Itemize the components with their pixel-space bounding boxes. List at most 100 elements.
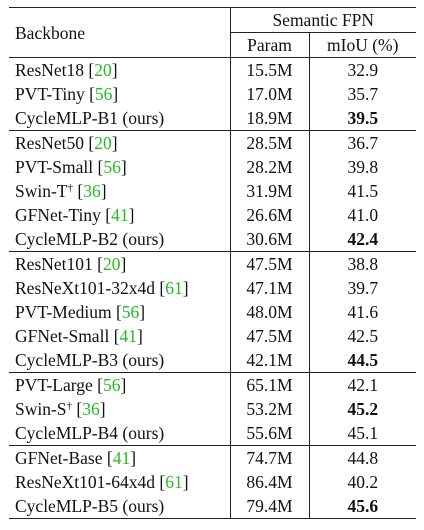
param-cell: 28.2M <box>230 155 310 179</box>
citation-link[interactable]: 56 <box>94 84 113 104</box>
param-cell: 79.4M <box>230 494 310 519</box>
results-table: Backbone Semantic FPN Param mIoU (%) Res… <box>9 7 416 519</box>
param-cell: 65.1M <box>230 372 310 397</box>
param-header: Param <box>230 32 310 58</box>
miou-cell: 32.9 <box>309 57 416 82</box>
miou-cell: 39.8 <box>347 157 379 177</box>
table-row: ResNet18 [20] 15.5M 32.9 <box>9 57 416 82</box>
table-header: Backbone Semantic FPN Param mIoU (%) <box>9 7 416 58</box>
table-row: ResNet101 [20] 47.5M 38.8 <box>9 251 416 276</box>
table-row: CycleMLP-B4 (ours) 55.6M 45.1 <box>9 421 416 446</box>
table-row: PVT-Small [56] 28.2M 39.8 <box>9 155 416 179</box>
backbone-name: GFNet-Small <box>15 326 110 346</box>
citation-link[interactable]: 56 <box>102 375 121 395</box>
param-cell: 55.6M <box>230 421 310 446</box>
param-cell: 17.0M <box>230 82 310 106</box>
miou-cell: 41.0 <box>347 205 379 225</box>
miou-header: mIoU (%) <box>309 32 416 58</box>
param-cell: 18.9M <box>230 106 310 131</box>
table-row: CycleMLP-B5 (ours) 79.4M 45.6 <box>9 494 416 519</box>
miou-cell: 40.2 <box>347 472 379 492</box>
backbone-name: CycleMLP-B3 (ours) <box>15 350 165 370</box>
param-cell: 53.2M <box>230 397 310 421</box>
table-row: PVT-Medium [56] 48.0M 41.6 <box>9 300 416 324</box>
backbone-name: Swin-T <box>15 181 68 201</box>
citation-link[interactable]: 41 <box>111 205 129 225</box>
table-row: CycleMLP-B3 (ours) 42.1M 44.5 <box>9 348 416 373</box>
backbone-name: PVT-Tiny <box>15 84 85 104</box>
miou-cell: 41.6 <box>347 302 379 322</box>
param-cell: 47.1M <box>230 276 310 300</box>
backbone-cell: ResNet18 [20] <box>9 57 231 82</box>
citation-link[interactable]: 41 <box>119 326 138 346</box>
backbone-cell: Swin-S† [36] <box>9 397 231 421</box>
citation-link[interactable]: 61 <box>165 278 183 298</box>
dagger-mark: † <box>67 182 74 194</box>
table-row: Swin-T† [36] 31.9M 41.5 <box>9 179 416 203</box>
backbone-name: CycleMLP-B2 (ours) <box>15 229 165 249</box>
citation-link[interactable]: 36 <box>83 181 101 201</box>
miou-cell: 42.5 <box>347 326 379 346</box>
param-cell: 47.5M <box>230 324 310 348</box>
backbone-name: PVT-Large <box>15 375 93 395</box>
semantic-fpn-header: Semantic FPN <box>230 7 416 33</box>
backbone-cell: ResNet50 [20] <box>9 130 231 155</box>
miou-cell: 44.5 <box>347 350 379 370</box>
backbone-cell: CycleMLP-B3 (ours) <box>9 348 231 373</box>
backbone-name: ResNeXt101-64x4d <box>15 472 155 492</box>
citation-link[interactable]: 56 <box>103 157 121 177</box>
param-cell: 48.0M <box>230 300 310 324</box>
backbone-name: ResNet50 <box>15 133 85 153</box>
table-row: ResNeXt101-32x4d [61] 47.1M 39.7 <box>9 276 416 300</box>
miou-cell: 44.8 <box>309 445 416 470</box>
table-row: CycleMLP-B2 (ours) 30.6M 42.4 <box>9 227 416 252</box>
backbone-name: PVT-Small <box>15 157 94 177</box>
miou-cell: 45.6 <box>309 494 416 519</box>
backbone-name: ResNeXt101-32x4d <box>15 278 155 298</box>
backbone-cell: ResNeXt101-32x4d [61] <box>9 276 231 300</box>
param-cell: 74.7M <box>230 445 310 470</box>
backbone-cell: PVT-Large [56] <box>9 372 231 397</box>
param-cell: 42.1M <box>230 348 310 373</box>
backbone-cell: PVT-Small [56] <box>9 155 231 179</box>
miou-cell: 45.2 <box>347 399 379 419</box>
backbone-cell: GFNet-Tiny [41] <box>9 203 231 227</box>
miou-cell: 39.7 <box>347 278 379 298</box>
backbone-cell: GFNet-Base [41] <box>9 445 231 470</box>
table-body: ResNet18 [20] 15.5M 32.9 PVT-Tiny [56] 17.0M… <box>9 57 416 519</box>
citation-link[interactable]: 61 <box>165 472 183 492</box>
backbone-name: ResNet18 <box>15 60 85 80</box>
citation-link[interactable]: 56 <box>121 302 140 322</box>
miou-cell: 35.7 <box>347 84 379 104</box>
backbone-cell: CycleMLP-B5 (ours) <box>9 494 231 519</box>
citation-link[interactable]: 20 <box>94 60 112 80</box>
backbone-name: CycleMLP-B1 (ours) <box>15 108 165 128</box>
backbone-cell: GFNet-Small [41] <box>9 324 231 348</box>
miou-cell: 36.7 <box>309 130 416 155</box>
miou-cell: 45.1 <box>347 423 379 443</box>
miou-cell: 42.1 <box>309 372 416 397</box>
backbone-cell: Swin-T† [36] <box>9 179 231 203</box>
backbone-name: CycleMLP-B4 (ours) <box>15 423 165 443</box>
table-row: GFNet-Tiny [41] 26.6M 41.0 <box>9 203 416 227</box>
param-cell: 86.4M <box>230 470 310 494</box>
citation-link[interactable]: 20 <box>102 254 121 274</box>
table-row: Swin-S† [36] 53.2M 45.2 <box>9 397 416 421</box>
param-cell: 15.5M <box>230 57 310 82</box>
backbone-header: Backbone <box>9 7 231 58</box>
table-row: GFNet-Small [41] 47.5M 42.5 <box>9 324 416 348</box>
backbone-cell: CycleMLP-B1 (ours) <box>9 106 231 131</box>
param-cell: 26.6M <box>230 203 310 227</box>
miou-cell: 42.4 <box>347 229 379 249</box>
table-row: CycleMLP-B1 (ours) 18.9M 39.5 <box>9 106 416 131</box>
backbone-cell: CycleMLP-B4 (ours) <box>9 421 231 446</box>
param-cell: 31.9M <box>230 179 310 203</box>
backbone-name: Swin-S <box>15 399 67 419</box>
citation-link[interactable]: 20 <box>94 133 112 153</box>
citation-link[interactable]: 41 <box>112 448 131 468</box>
table-row: GFNet-Base [41] 74.7M 44.8 <box>9 445 416 470</box>
param-cell: 47.5M <box>230 251 310 276</box>
table-row: ResNet50 [20] 28.5M 36.7 <box>9 130 416 155</box>
citation-link[interactable]: 36 <box>82 399 100 419</box>
backbone-cell: PVT-Medium [56] <box>9 300 231 324</box>
